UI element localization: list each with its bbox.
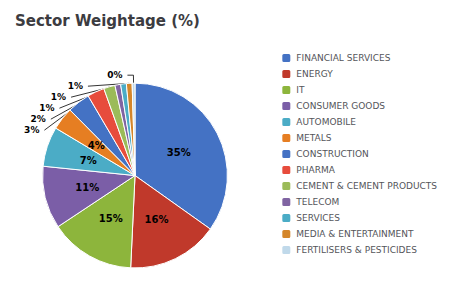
svg-text:4%: 4% <box>88 140 105 151</box>
svg-text:Sector Weightage (%): Sector Weightage (%) <box>15 12 200 30</box>
svg-text:35%: 35% <box>167 147 191 158</box>
svg-text:15%: 15% <box>99 213 123 224</box>
svg-text:FINANCIAL SERVICES: FINANCIAL SERVICES <box>296 53 390 63</box>
svg-text:16%: 16% <box>145 214 169 225</box>
svg-text:PHARMA: PHARMA <box>296 165 335 175</box>
svg-text:11%: 11% <box>75 182 99 193</box>
svg-text:MEDIA & ENTERTAINMENT: MEDIA & ENTERTAINMENT <box>296 229 414 239</box>
svg-text:METALS: METALS <box>296 133 331 143</box>
svg-text:1%: 1% <box>51 92 66 102</box>
svg-text:ENERGY: ENERGY <box>296 69 333 79</box>
svg-text:1%: 1% <box>39 103 54 113</box>
svg-text:7%: 7% <box>80 155 97 166</box>
svg-text:IT: IT <box>296 85 305 95</box>
svg-text:AUTOMOBILE: AUTOMOBILE <box>296 117 356 127</box>
svg-text:0%: 0% <box>107 70 122 80</box>
svg-text:SERVICES: SERVICES <box>296 213 340 223</box>
svg-text:TELECOM: TELECOM <box>295 197 339 207</box>
svg-text:2%: 2% <box>31 114 46 124</box>
svg-text:CONSTRUCTION: CONSTRUCTION <box>296 149 368 159</box>
svg-text:1%: 1% <box>68 81 83 91</box>
svg-text:FERTILISERS & PESTICIDES: FERTILISERS & PESTICIDES <box>296 245 417 255</box>
svg-text:CEMENT & CEMENT PRODUCTS: CEMENT & CEMENT PRODUCTS <box>296 181 437 191</box>
svg-text:3%: 3% <box>24 125 39 135</box>
svg-text:CONSUMER GOODS: CONSUMER GOODS <box>296 101 385 111</box>
